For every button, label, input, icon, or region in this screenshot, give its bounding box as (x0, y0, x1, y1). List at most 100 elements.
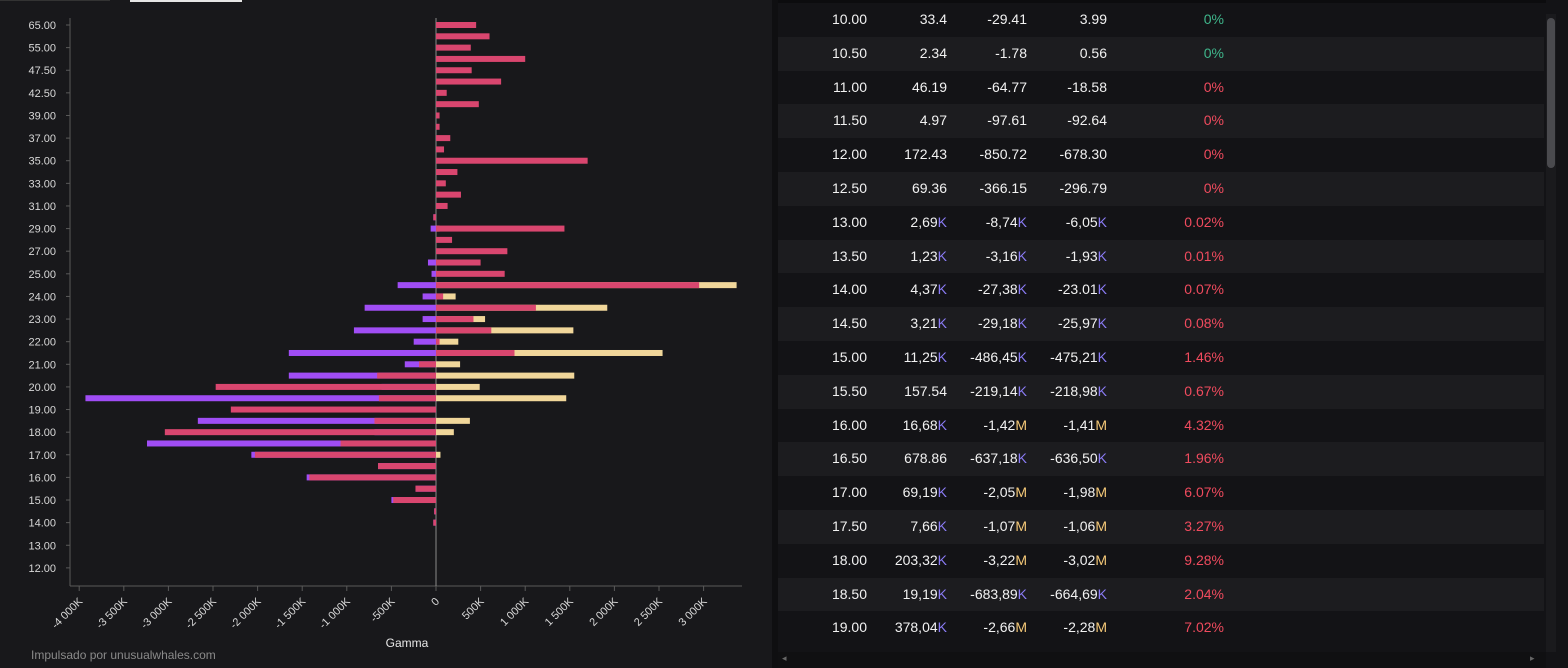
table-row[interactable]: 16.50 678.86 -637,18K -636,50K 1.96% (778, 442, 1544, 477)
put-gamma-cell-unit: M (1015, 619, 1027, 636)
strike-cell: 15.00 (832, 341, 867, 375)
table-row[interactable]: 15.00 11,25K -486,45K -475,21K 1.46% (778, 340, 1544, 375)
percent-cell: 0% (1203, 146, 1224, 163)
bar-call-24.50 (436, 282, 700, 289)
horizontal-scrollbar[interactable] (778, 652, 1546, 668)
table-row[interactable]: 15.50 157.54 -219,14K -218,98K 0.67% (778, 374, 1544, 409)
vertical-scrollbar-thumb[interactable] (1547, 18, 1555, 168)
x-axis-title: Gamma (386, 636, 429, 650)
bar-call-29.00 (436, 225, 565, 232)
table-row[interactable]: 14.00 4,37K -27,38K -23.01K 0.07% (778, 273, 1544, 308)
table-row[interactable]: 12.50 69.36 -366.15 -296.79 0% (778, 171, 1544, 206)
bar-call-40.00 (436, 101, 479, 108)
table-row[interactable]: 12.00 172.43 -850.72 -678.30 0% (778, 138, 1544, 172)
call-gamma-cell-value: 7,66 (910, 517, 938, 534)
strike-cell-value: 11.50 (833, 112, 867, 129)
y-tick-17.00: 17.00 (28, 450, 56, 462)
put-gamma-cell: -219,14K (970, 375, 1027, 409)
put-gamma-cell-value: -64.77 (987, 78, 1027, 95)
net-gamma-cell-value: -1,93 (1065, 247, 1098, 264)
active-tab-indicator[interactable] (130, 0, 242, 2)
call-gamma-cell-value: 69,19 (902, 484, 938, 501)
net-gamma-cell: -92.64 (1067, 104, 1107, 138)
bar-call-17.00 (254, 451, 436, 458)
put-gamma-cell: -29,18K (978, 307, 1027, 341)
net-gamma-cell: -678.30 (1060, 138, 1107, 172)
strike-cell-value: 19.00 (831, 619, 867, 636)
table-row[interactable]: 10.00 33.4 -29.41 3.99 0% (778, 3, 1544, 37)
bar-call-16.00 (309, 474, 436, 481)
put-gamma-cell-value: -850.72 (979, 146, 1027, 163)
percent-cell: 0.01% (1184, 247, 1224, 264)
net-gamma-cell-value: -1,98 (1063, 484, 1096, 501)
net-gamma-cell: -25,97K (1058, 307, 1107, 341)
bar-call-23.00 (436, 316, 474, 323)
x-tick-label: 3 000K (677, 595, 711, 629)
put-gamma-cell: -486,45K (970, 341, 1027, 375)
call-gamma-cell-value: 16,68 (902, 416, 938, 433)
table-row[interactable]: 11.00 46.19 -64.77 -18.58 0% (778, 70, 1544, 105)
bar-call-18.50 (374, 417, 436, 424)
percent-cell: 1.96% (1184, 450, 1224, 467)
put-gamma-cell-value: -3,22 (983, 551, 1016, 568)
strike-cell: 19.00 (832, 611, 867, 645)
table-row[interactable]: 10.50 2.34 -1.78 0.56 0% (778, 36, 1544, 71)
strike-cell-value: 15.00 (831, 348, 867, 365)
net-gamma-cell-value: -18.58 (1067, 78, 1107, 95)
percent-cell: 9.28% (1184, 551, 1224, 568)
table-row[interactable]: 13.50 1,23K -3,16K -1,93K 0.01% (778, 239, 1544, 274)
bar-call-36.00 (436, 146, 445, 153)
net-gamma-cell-unit: M (1095, 551, 1107, 568)
table-row[interactable]: 14.50 3,21K -29,18K -25,97K 0.08% (778, 307, 1544, 341)
bar-call-22.50 (436, 327, 492, 334)
bar-call-21.00 (419, 361, 436, 368)
strike-cell-value: 10.50 (831, 44, 867, 61)
put-gamma-cell-unit: M (1015, 416, 1027, 433)
put-gamma-cell-unit: K (1017, 247, 1027, 264)
bar-net-22.00 (436, 338, 459, 345)
bar-call-16.50 (378, 463, 436, 470)
net-gamma-cell-value: -1,06 (1063, 517, 1096, 534)
table-row[interactable]: 16.00 16,68K -1,42M -1,41M 4.32% (778, 408, 1544, 443)
vertical-scrollbar[interactable] (1546, 14, 1556, 652)
put-gamma-cell-value: -3,16 (985, 247, 1018, 264)
bar-call-19.00 (230, 406, 436, 413)
put-gamma-cell-unit: K (1017, 281, 1027, 298)
strike-cell: 18.50 (832, 578, 867, 612)
x-tick-label: -3 500K (94, 595, 130, 631)
table-header-strip (778, 0, 1546, 3)
table-row[interactable]: 17.50 7,66K -1,07M -1,06M 3.27% (778, 509, 1544, 544)
table-row[interactable]: 11.50 4.97 -97.61 -92.64 0% (778, 104, 1544, 139)
net-gamma-cell: -296.79 (1060, 172, 1107, 206)
net-gamma-cell-unit: M (1095, 619, 1107, 636)
panel-divider[interactable] (772, 0, 778, 668)
scroll-left-icon[interactable]: ◂ (782, 653, 787, 663)
y-tick-33.00: 33.00 (28, 178, 56, 190)
table-row[interactable]: 13.00 2,69K -8,74K -6,05K 0.02% (778, 205, 1544, 240)
net-gamma-cell: 0.56 (1080, 37, 1107, 71)
net-gamma-cell-value: -6,05 (1065, 213, 1098, 230)
call-gamma-cell-unit: K (937, 619, 947, 636)
x-tick-label: 500K (460, 595, 487, 622)
y-tick-27.00: 27.00 (28, 246, 56, 258)
put-gamma-cell-value: -1,42 (983, 416, 1016, 433)
x-tick-label: 2 000K (587, 595, 621, 629)
table-row[interactable]: 18.50 19,19K -683,89K -664,69K 2.04% (778, 577, 1544, 612)
footer-credit[interactable]: Impulsado por unusualwhales.com (31, 648, 216, 662)
table-row[interactable]: 17.00 69,19K -2,05M -1,98M 6.07% (778, 476, 1544, 510)
bar-put-24.00 (422, 293, 436, 300)
percent-cell: 0% (1203, 112, 1224, 129)
put-gamma-cell-value: -637,18 (970, 450, 1018, 467)
strike-table-panel: 10.00 33.4 -29.41 3.99 0% 10.50 2.34 -1.78 0.56 0… (778, 0, 1568, 668)
scroll-right-icon[interactable]: ▸ (1530, 653, 1535, 663)
call-gamma-cell-unit: K (937, 213, 947, 230)
y-tick-24.00: 24.00 (28, 291, 56, 303)
bar-call-37.00 (436, 135, 451, 142)
table-row[interactable]: 19.00 378,04K -2,66M -2,28M 7.02% (778, 611, 1544, 646)
table-row[interactable]: 18.00 203,32K -3,22M -3,02M 9.28% (778, 543, 1544, 578)
bar-call-45.00 (436, 78, 502, 85)
bar-put-21.50 (288, 349, 436, 356)
y-tick-14.00: 14.00 (28, 518, 56, 530)
bar-call-14.00 (433, 519, 436, 526)
bar-call-17.50 (340, 440, 436, 447)
